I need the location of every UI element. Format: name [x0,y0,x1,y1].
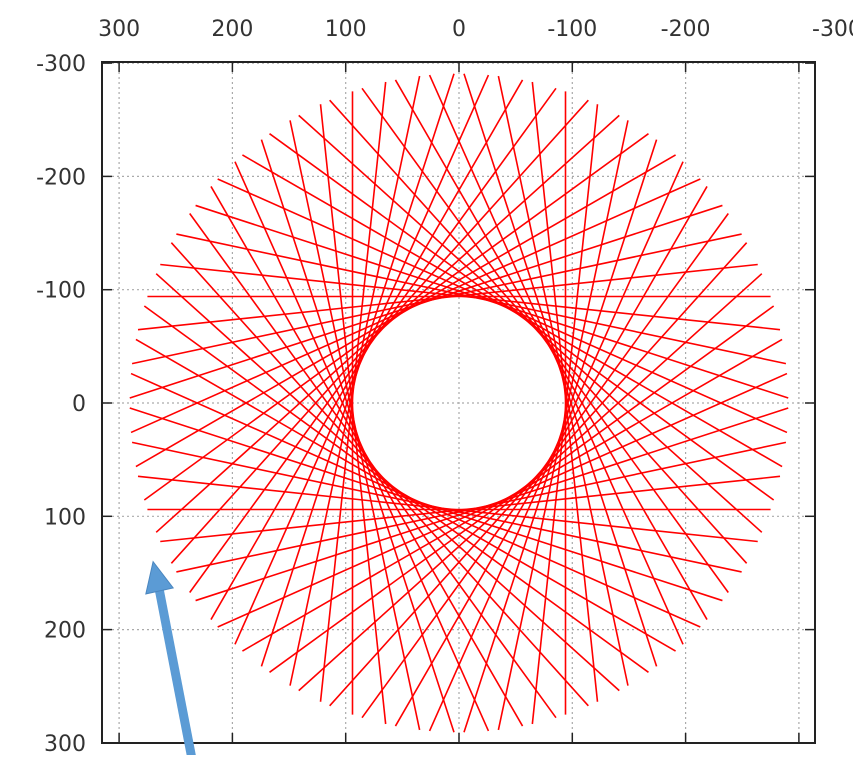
y-tick-label: 300 [44,732,86,755]
x-tick-label: 100 [325,17,367,42]
annotations [145,560,197,759]
x-tick-label: 300 [98,17,140,42]
x-tick-label: -300 [812,17,853,42]
x-tick-labels: 300 200 100 0 -100 -200 -300 [98,17,853,42]
y-tick-labels: -300 -200 -100 0 100 200 300 [36,52,86,757]
y-tick-label: -300 [36,52,86,77]
annotation-arrow-shaft [155,590,197,759]
star-polygon-lines [129,73,789,733]
y-tick-label: 0 [72,392,86,417]
x-tick-label: 0 [452,17,466,42]
tick-marks [102,62,815,744]
annotation-arrow-head [145,560,175,595]
y-tick-label: -200 [36,165,86,190]
x-tick-label: 200 [211,17,253,42]
x-tick-label: -200 [661,17,711,42]
y-tick-label: -100 [36,279,86,304]
y-tick-label: 100 [44,505,86,530]
x-tick-label: -100 [547,17,597,42]
star-line [319,81,387,702]
y-tick-label: 200 [44,619,86,644]
